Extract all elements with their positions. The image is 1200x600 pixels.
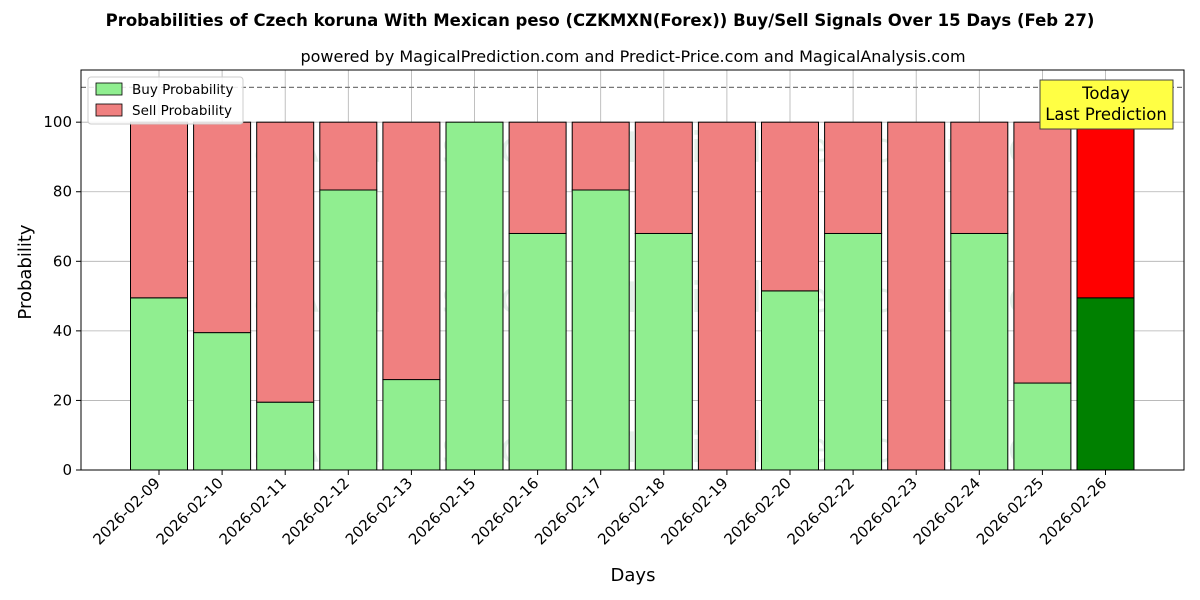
legend-buy-label: Buy Probability xyxy=(132,82,233,98)
y-ticks: 0 20 40 60 80 100 xyxy=(43,113,81,479)
x-tick-label: 2026-02-12 xyxy=(279,474,353,548)
x-tick-label: 2026-02-17 xyxy=(531,474,605,548)
chart-subtitle: powered by MagicalPrediction.com and Pre… xyxy=(300,47,965,66)
x-tick-label: 2026-02-23 xyxy=(847,474,921,548)
x-tick-label: 2026-02-26 xyxy=(1036,474,1110,548)
x-ticks: 2026-02-092026-02-102026-02-112026-02-12… xyxy=(89,470,1110,548)
sell-bar xyxy=(571,121,630,191)
x-tick-label: 2026-02-20 xyxy=(720,474,794,548)
x-tick-label: 2026-02-09 xyxy=(89,474,163,548)
sell-bar xyxy=(382,121,441,381)
x-tick-label: 2026-02-10 xyxy=(153,474,227,548)
buy-bar xyxy=(382,379,441,471)
today-annotation-line2: Last Prediction xyxy=(1045,105,1167,124)
sell-bar xyxy=(634,121,693,234)
buy-bar xyxy=(571,189,630,471)
legend-buy-swatch xyxy=(95,82,123,96)
sell-bar xyxy=(256,121,315,403)
buy-bar xyxy=(130,297,188,471)
buy-bar xyxy=(1076,297,1135,471)
bars xyxy=(130,121,1135,471)
y-tick-label: 100 xyxy=(43,113,72,131)
sell-bar xyxy=(887,121,946,471)
x-tick-label: 2026-02-13 xyxy=(342,474,416,548)
sell-bar xyxy=(761,121,819,292)
buy-bar xyxy=(824,232,883,471)
sell-bar xyxy=(508,121,567,234)
legend-box xyxy=(87,76,244,125)
legend: Buy Probability Sell Probability xyxy=(87,76,244,125)
x-tick-label: 2026-02-16 xyxy=(468,474,542,548)
buy-bar xyxy=(319,189,378,471)
plot-frame xyxy=(80,69,1185,471)
sell-bar xyxy=(193,121,252,334)
today-annotation: Today Last Prediction xyxy=(1039,79,1174,130)
chart-title: Probabilities of Czech koruna With Mexic… xyxy=(106,11,1095,30)
sell-bar xyxy=(130,121,188,299)
buy-bar xyxy=(445,121,504,471)
x-tick-label: 2026-02-11 xyxy=(216,474,290,548)
sell-bar xyxy=(950,121,1009,234)
buy-bar xyxy=(761,290,819,471)
y-tick-label: 0 xyxy=(62,461,72,479)
buy-bar xyxy=(634,232,693,471)
legend-sell-label: Sell Probability xyxy=(132,103,232,119)
y-tick-label: 40 xyxy=(53,322,72,340)
buy-bar xyxy=(1013,382,1072,471)
x-tick-label: 2026-02-19 xyxy=(657,474,731,548)
sell-bar xyxy=(1076,121,1135,299)
x-tick-label: 2026-02-22 xyxy=(784,474,858,548)
buy-bar xyxy=(950,232,1009,471)
x-tick-label: 2026-02-25 xyxy=(973,474,1047,548)
today-annotation-line1: Today xyxy=(1081,84,1130,103)
x-tick-label: 2026-02-24 xyxy=(910,474,984,548)
legend-sell-swatch xyxy=(95,103,123,117)
buy-bar xyxy=(256,401,315,471)
x-axis-label: Days xyxy=(611,565,656,586)
y-tick-label: 60 xyxy=(53,252,72,270)
sell-bar xyxy=(1013,121,1072,384)
y-tick-label: 80 xyxy=(53,183,72,201)
sell-bar xyxy=(319,121,378,191)
x-tick-label: 2026-02-18 xyxy=(594,474,668,548)
sell-bar xyxy=(697,121,756,471)
sell-bar xyxy=(824,121,883,234)
y-axis-label: Probability xyxy=(15,224,36,319)
x-tick-label: 2026-02-15 xyxy=(405,474,479,548)
buy-bar xyxy=(193,332,252,471)
buy-bar xyxy=(508,232,567,471)
today-annotation-box xyxy=(1039,79,1174,130)
y-tick-label: 20 xyxy=(53,391,72,409)
